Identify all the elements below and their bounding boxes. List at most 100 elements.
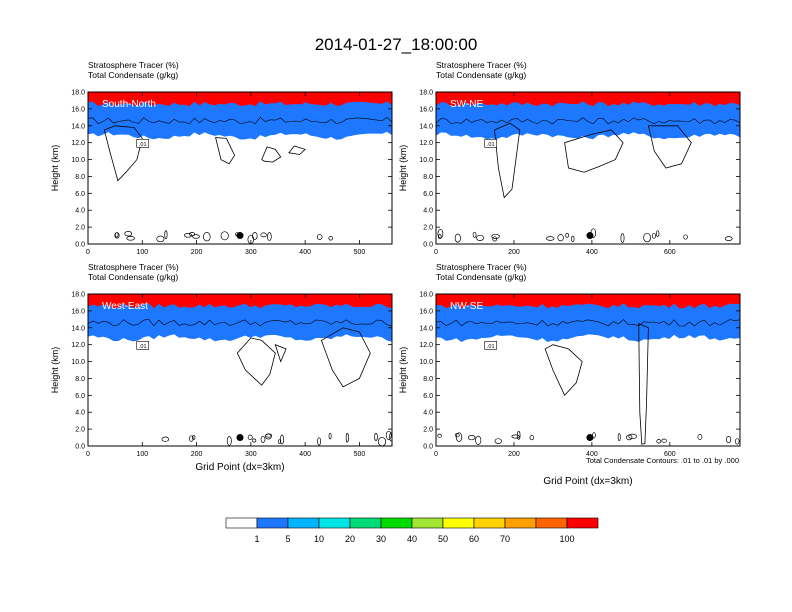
colorbar-swatch	[225, 517, 258, 529]
y-tick-label: 18.0	[71, 292, 85, 299]
figure-title: 2014-01-27_18:00:00	[315, 35, 478, 54]
condensate-contour	[274, 344, 287, 363]
colorbar-swatch	[442, 517, 475, 529]
x-tick-label: 0	[86, 451, 90, 458]
condensate-contour	[437, 228, 444, 239]
condensate-contour	[683, 234, 688, 240]
panel-header: Stratosphere Tracer (%)	[436, 60, 527, 70]
condensate-contour	[564, 129, 624, 173]
colorbar-label: 40	[407, 534, 417, 544]
condensate-contour	[345, 432, 349, 443]
y-tick-label: 4.0	[75, 410, 85, 417]
condensate-contour	[491, 233, 500, 239]
y-tick-label: 18.0	[419, 292, 433, 299]
condensate-contour	[279, 434, 285, 445]
location-marker	[236, 232, 244, 240]
x-tick-label: 500	[354, 249, 366, 256]
colorbar-label: 1	[254, 534, 259, 544]
y-tick-label: 4.0	[75, 208, 85, 215]
x-tick-label: 0	[434, 249, 438, 256]
condensate-contour	[328, 236, 333, 241]
y-tick-label: 18.0	[71, 90, 85, 97]
plot-frame	[435, 91, 741, 245]
y-tick-label: 10.0	[71, 359, 85, 366]
condensate-contour	[288, 145, 306, 155]
y-tick-label: 14.0	[419, 123, 433, 130]
condensate-contour	[454, 233, 461, 243]
colorbar-label: 70	[500, 534, 510, 544]
y-axis-label: Height (km)	[50, 145, 60, 192]
y-tick-label: 2.0	[75, 225, 85, 232]
condensate-contour	[215, 137, 236, 165]
condensate-contour	[88, 116, 392, 125]
condensate-contour	[192, 435, 196, 440]
y-tick-label: 4.0	[423, 410, 433, 417]
condensate-contour	[638, 322, 649, 445]
tracer-band	[436, 294, 740, 342]
condensate-contour	[156, 235, 165, 243]
panel-header: Stratosphere Tracer (%)	[88, 262, 179, 272]
location-marker	[586, 434, 594, 442]
condensate-contour	[317, 437, 322, 446]
tracer-band-top	[88, 294, 392, 309]
y-tick-label: 6.0	[423, 191, 433, 198]
y-tick-label: 16.0	[71, 106, 85, 113]
colorbar-swatch	[380, 517, 413, 529]
x-tick-label: 300	[245, 249, 257, 256]
condensate-contour	[511, 434, 520, 439]
colorbar-swatch	[411, 517, 444, 529]
y-tick-label: 0.0	[423, 242, 433, 249]
condensate-contour	[252, 438, 257, 443]
contour-label: .01	[487, 142, 495, 148]
panel-label: South-North	[102, 99, 156, 110]
colorbar-label: 10	[314, 534, 324, 544]
condensate-contour	[236, 337, 276, 386]
condensate-contour	[620, 233, 625, 243]
condensate-contour	[454, 433, 460, 438]
panel-2: Stratosphere Tracer (%)Total Condensate …	[398, 60, 741, 256]
condensate-contour	[494, 438, 502, 444]
colorbar-swatch	[287, 517, 320, 529]
x-tick-label: 600	[664, 249, 676, 256]
condensate-contour	[516, 431, 521, 440]
y-tick-label: 2.0	[75, 427, 85, 434]
condensate-contour	[628, 433, 637, 440]
x-tick-label: 400	[299, 451, 311, 458]
tracer-band-top	[88, 92, 392, 107]
y-tick-label: 6.0	[75, 393, 85, 400]
condensate-contour	[260, 435, 266, 443]
location-marker	[586, 232, 594, 240]
y-tick-label: 0.0	[75, 242, 85, 249]
y-tick-label: 12.0	[71, 342, 85, 349]
x-tick-label: 600	[664, 451, 676, 458]
condensate-contour	[472, 231, 477, 238]
condensate-contour	[475, 435, 482, 445]
x-axis-label: Grid Point (dx=3km)	[195, 462, 284, 473]
y-tick-label: 6.0	[75, 191, 85, 198]
contour-label-box	[484, 341, 498, 350]
condensate-contour	[643, 232, 651, 243]
contour-label-box	[136, 341, 150, 350]
panel-header: Stratosphere Tracer (%)	[436, 262, 527, 272]
x-tick-label: 0	[86, 249, 90, 256]
condensate-contour	[455, 432, 463, 442]
condensate-contour	[492, 236, 498, 242]
colorbar-label: 100	[559, 534, 574, 544]
condensate-contour	[161, 436, 170, 442]
condensate-contour	[656, 230, 660, 237]
plot-frame	[87, 91, 393, 245]
condensate-contour	[476, 234, 484, 241]
colorbar-swatch	[566, 517, 599, 529]
plot-frame	[87, 293, 393, 447]
condensate-contour	[252, 232, 258, 240]
plot-area	[436, 92, 740, 244]
condensate-contour	[114, 232, 120, 239]
y-tick-label: 6.0	[423, 393, 433, 400]
tracer-band-top	[436, 294, 740, 309]
condensate-contour	[203, 232, 211, 242]
condensate-contour	[328, 432, 332, 440]
condensate-contour	[724, 236, 733, 241]
condensate-contour	[188, 232, 196, 237]
colorbar: 1 5 10 20 30 40 50 60 70 100	[225, 517, 599, 544]
